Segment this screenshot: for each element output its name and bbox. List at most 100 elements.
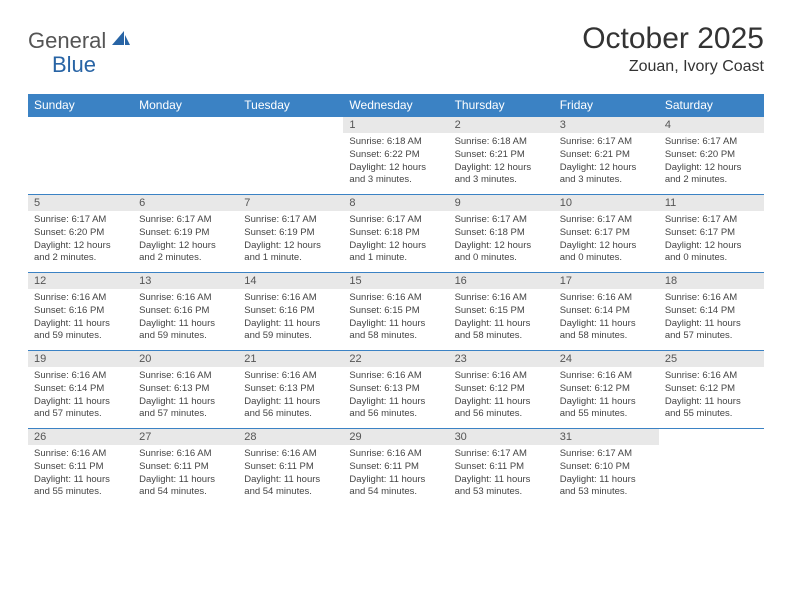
sunset-text: Sunset: 6:18 PM [349, 227, 442, 240]
day-cell: 20 Sunrise: 6:16 AMSunset: 6:13 PMDayligh… [133, 351, 238, 429]
header: General October 2025 Zouan, Ivory Coast [28, 22, 764, 76]
day-details: Sunrise: 6:16 AMSunset: 6:15 PMDaylight:… [449, 289, 554, 347]
sunset-text: Sunset: 6:11 PM [244, 461, 337, 474]
day-number: 10 [554, 195, 659, 211]
sunset-text: Sunset: 6:22 PM [349, 149, 442, 162]
sunset-text: Sunset: 6:16 PM [244, 305, 337, 318]
calendar-body: 1Sunrise: 6:18 AMSunset: 6:22 PMDaylight… [28, 117, 764, 507]
sunrise-text: Sunrise: 6:16 AM [665, 370, 758, 383]
day-details: Sunrise: 6:17 AMSunset: 6:11 PMDaylight:… [449, 445, 554, 503]
day-details: Sunrise: 6:16 AMSunset: 6:14 PMDaylight:… [659, 289, 764, 347]
sunrise-text: Sunrise: 6:16 AM [244, 292, 337, 305]
day-details: Sunrise: 6:17 AMSunset: 6:19 PMDaylight:… [133, 211, 238, 269]
day-number: 25 [659, 351, 764, 367]
day-cell: 14Sunrise: 6:16 AMSunset: 6:16 PMDayligh… [238, 273, 343, 351]
day-details: Sunrise: 6:17 AMSunset: 6:10 PMDaylight:… [554, 445, 659, 503]
daylight-text: Daylight: 11 hours and 53 minutes. [455, 474, 548, 500]
daylight-text: Daylight: 11 hours and 53 minutes. [560, 474, 653, 500]
day-cell: 3Sunrise: 6:17 AMSunset: 6:21 PMDaylight… [554, 117, 659, 195]
day-details: Sunrise: 6:16 AMSunset: 6:11 PMDaylight:… [238, 445, 343, 503]
day-details: Sunrise: 6:17 AMSunset: 6:20 PMDaylight:… [659, 133, 764, 191]
day-number: 13 [133, 273, 238, 289]
day-cell: 1 Sunrise: 6:18 AMSunset: 6:22 PMDaylight… [343, 117, 448, 195]
sunrise-text: Sunrise: 6:17 AM [349, 214, 442, 227]
day-header: Thursday [449, 94, 554, 117]
sunrise-text: Sunrise: 6:16 AM [455, 370, 548, 383]
day-header: Saturday [659, 94, 764, 117]
day-cell: 29Sunrise: 6:16 AMSunset: 6:11 PMDayligh… [343, 429, 448, 507]
day-number: 28 [238, 429, 343, 445]
day-cell: 15Sunrise: 6:16 AMSunset: 6:15 PMDayligh… [343, 273, 448, 351]
day-number: 8 [343, 195, 448, 211]
day-number: 20 [133, 351, 238, 367]
sunset-text: Sunset: 6:17 PM [665, 227, 758, 240]
day-number: 9 [449, 195, 554, 211]
day-cell: 8 Sunrise: 6:17 AMSunset: 6:18 PMDaylight… [343, 195, 448, 273]
day-cell: 2Sunrise: 6:18 AMSunset: 6:21 PMDaylight… [449, 117, 554, 195]
sunset-text: Sunset: 6:16 PM [139, 305, 232, 318]
daylight-text: Daylight: 12 hours and 1 minute. [349, 240, 442, 266]
brand-part2: Blue [52, 52, 96, 77]
sunrise-text: Sunrise: 6:16 AM [349, 448, 442, 461]
day-number: 26 [28, 429, 133, 445]
sunset-text: Sunset: 6:11 PM [34, 461, 127, 474]
day-header: Wednesday [343, 94, 448, 117]
location: Zouan, Ivory Coast [582, 58, 764, 76]
day-details: Sunrise: 6:17 AMSunset: 6:21 PMDaylight:… [554, 133, 659, 191]
day-cell: 24Sunrise: 6:16 AMSunset: 6:12 PMDayligh… [554, 351, 659, 429]
day-details: Sunrise: 6:16 AMSunset: 6:11 PMDaylight:… [133, 445, 238, 503]
daylight-text: Daylight: 11 hours and 57 minutes. [139, 396, 232, 422]
sunrise-text: Sunrise: 6:16 AM [34, 448, 127, 461]
sunrise-text: Sunrise: 6:16 AM [139, 370, 232, 383]
day-cell [28, 117, 133, 195]
day-header: Tuesday [238, 94, 343, 117]
day-number: 18 [659, 273, 764, 289]
day-cell: 28Sunrise: 6:16 AMSunset: 6:11 PMDayligh… [238, 429, 343, 507]
month-title: October 2025 [582, 22, 764, 56]
day-number: 15 [343, 273, 448, 289]
day-cell: 6Sunrise: 6:17 AMSunset: 6:19 PMDaylight… [133, 195, 238, 273]
daylight-text: Daylight: 11 hours and 54 minutes. [244, 474, 337, 500]
sunrise-text: Sunrise: 6:16 AM [665, 292, 758, 305]
day-cell: 4Sunrise: 6:17 AMSunset: 6:20 PMDaylight… [659, 117, 764, 195]
daylight-text: Daylight: 11 hours and 59 minutes. [139, 318, 232, 344]
day-number: 4 [659, 117, 764, 133]
day-number: 21 [238, 351, 343, 367]
day-cell: 18Sunrise: 6:16 AMSunset: 6:14 PMDayligh… [659, 273, 764, 351]
sunset-text: Sunset: 6:21 PM [455, 149, 548, 162]
day-details: Sunrise: 6:16 AMSunset: 6:13 PMDaylight:… [343, 367, 448, 425]
sunset-text: Sunset: 6:11 PM [455, 461, 548, 474]
sunset-text: Sunset: 6:11 PM [349, 461, 442, 474]
day-number: 14 [238, 273, 343, 289]
day-number: 31 [554, 429, 659, 445]
day-number: 2 [449, 117, 554, 133]
daylight-text: Daylight: 12 hours and 1 minute. [244, 240, 337, 266]
day-details: Sunrise: 6:16 AMSunset: 6:12 PMDaylight:… [554, 367, 659, 425]
day-header: Sunday [28, 94, 133, 117]
day-cell: 12Sunrise: 6:16 AMSunset: 6:16 PMDayligh… [28, 273, 133, 351]
daylight-text: Daylight: 12 hours and 2 minutes. [665, 162, 758, 188]
day-number: 1 [343, 117, 448, 133]
day-cell: 27Sunrise: 6:16 AMSunset: 6:11 PMDayligh… [133, 429, 238, 507]
brand-logo: General [28, 28, 134, 54]
day-number: 22 [343, 351, 448, 367]
sunrise-text: Sunrise: 6:18 AM [455, 136, 548, 149]
day-details: Sunrise: 6:16 AMSunset: 6:12 PMDaylight:… [659, 367, 764, 425]
day-number [133, 117, 238, 133]
day-header: Friday [554, 94, 659, 117]
daylight-text: Daylight: 11 hours and 55 minutes. [560, 396, 653, 422]
sunrise-text: Sunrise: 6:16 AM [560, 292, 653, 305]
daylight-text: Daylight: 12 hours and 3 minutes. [349, 162, 442, 188]
sunrise-text: Sunrise: 6:18 AM [349, 136, 442, 149]
sunset-text: Sunset: 6:17 PM [560, 227, 653, 240]
day-cell: 26Sunrise: 6:16 AMSunset: 6:11 PMDayligh… [28, 429, 133, 507]
sunrise-text: Sunrise: 6:16 AM [455, 292, 548, 305]
brand-part2-wrap: Blue [28, 52, 96, 78]
day-number: 5 [28, 195, 133, 211]
day-cell: 17Sunrise: 6:16 AMSunset: 6:14 PMDayligh… [554, 273, 659, 351]
sunset-text: Sunset: 6:13 PM [139, 383, 232, 396]
sunrise-text: Sunrise: 6:17 AM [665, 214, 758, 227]
day-header: Monday [133, 94, 238, 117]
daylight-text: Daylight: 12 hours and 0 minutes. [455, 240, 548, 266]
sunset-text: Sunset: 6:10 PM [560, 461, 653, 474]
